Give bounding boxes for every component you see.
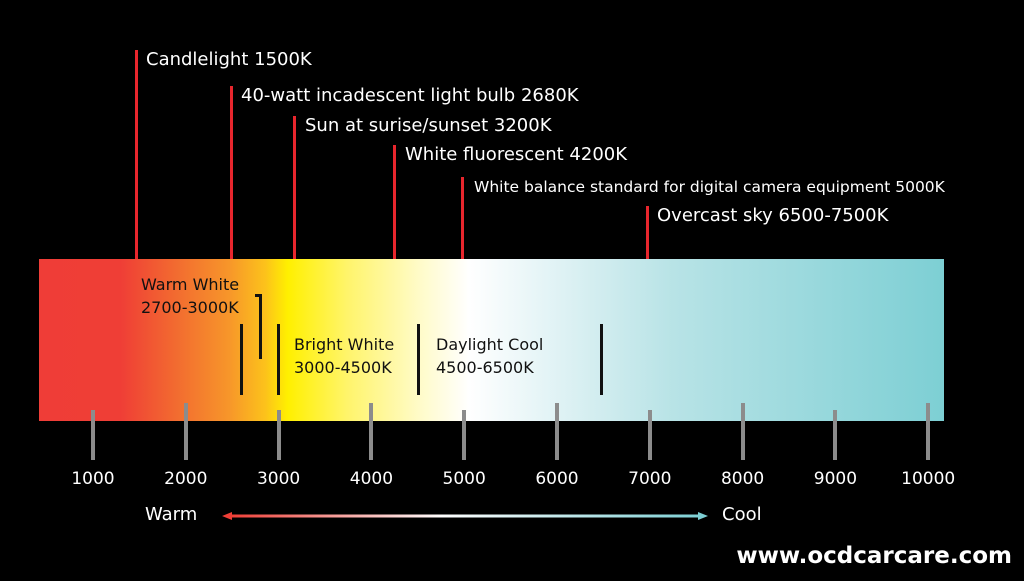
axis-tick-label: 8000 [720,469,765,489]
axis-tick-label: 10000 [901,469,956,489]
axis-tick-label: 1000 [71,469,115,489]
axis-tick-label: 5000 [442,469,486,489]
marker-label-incandescent: 40-watt incadescent light bulb 2680K [241,85,579,106]
zone-divider [259,294,262,359]
axis-tick-label: 6000 [535,469,579,489]
axis-tick [462,410,467,460]
cool-label: Cool [722,504,762,525]
axis-tick [276,410,281,460]
axis-tick [647,410,652,460]
website-watermark: www.ocdcarcare.com [736,543,1012,569]
marker-line-candlelight [135,50,138,259]
axis-tick-label: 7000 [628,469,672,489]
marker-label-sunrise: Sun at surise/sunset 3200K [305,115,552,136]
zone-range: 4500-6500K [436,358,534,377]
color-temperature-spectrum-bar [39,259,944,421]
zone-divider [600,324,603,395]
marker-label-candlelight: Candlelight 1500K [146,49,312,70]
zone-name: Daylight Cool [436,335,544,354]
marker-line-fluorescent [393,145,396,259]
zone-warm-white: Warm White 2700-3000K [141,273,239,319]
axis-tick [555,403,559,460]
marker-line-white-balance [461,177,464,259]
axis-tick [740,403,745,460]
zone-range: 3000-4500K [294,358,392,377]
zone-divider [417,324,420,395]
zone-name: Bright White [294,335,395,354]
zone-daylight-cool: Daylight Cool 4500-6500K [436,333,543,379]
axis-tick [926,403,931,460]
axis-tick-label: 9000 [813,469,858,489]
zone-bright-white: Bright White 3000-4500K [294,333,394,379]
warm-cool-arrow-icon [222,512,708,520]
marker-line-incandescent [230,86,233,259]
zone-divider [240,324,243,395]
axis-tick [833,410,838,460]
axis-tick [369,403,374,460]
marker-label-fluorescent: White fluorescent 4200K [405,144,628,165]
zone-divider [277,324,280,395]
marker-label-overcast: Overcast sky 6500-7500K [657,205,889,226]
zone-range: 2700-3000K [141,298,239,317]
warm-label: Warm [145,504,198,525]
axis-tick-label: 4000 [349,469,394,489]
marker-line-sunrise [293,116,296,259]
zone-divider-hook [255,294,262,297]
marker-line-overcast [646,206,649,259]
axis-tick-label: 2000 [164,469,208,489]
axis-tick [183,403,188,460]
axis-tick [91,410,95,460]
axis-tick-label: 3000 [256,469,301,489]
zone-name: Warm White [141,275,240,294]
marker-label-white-balance: White balance standard for digital camer… [474,178,945,196]
